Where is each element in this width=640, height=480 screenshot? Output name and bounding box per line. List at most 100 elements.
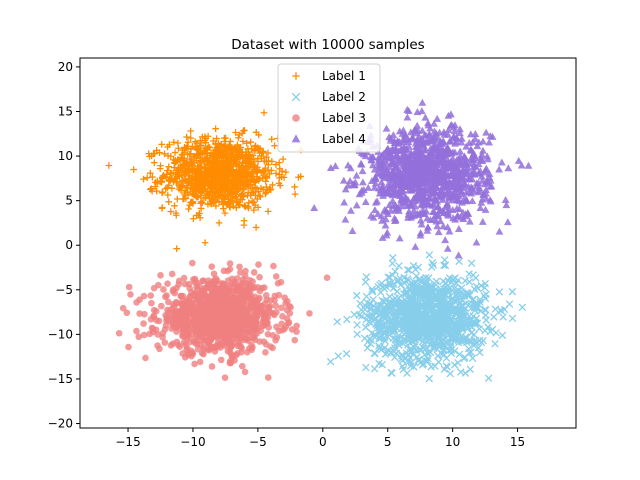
data-point [213,185,220,192]
series-1 [105,109,305,252]
data-point [395,262,403,270]
data-point [416,229,425,237]
data-point [252,178,259,185]
data-point [341,215,350,223]
data-point [447,305,455,313]
data-point [238,163,246,171]
data-point [293,322,300,330]
data-point [213,135,220,142]
data-point [196,210,203,217]
data-point [201,181,209,188]
data-point [455,350,464,359]
data-point [253,299,261,307]
data-point [454,251,463,259]
data-point [135,333,143,341]
data-point [157,178,164,185]
data-point [445,329,453,338]
data-point [215,164,223,172]
data-point [367,336,376,345]
data-point [251,293,259,301]
data-point [420,305,429,314]
data-point [501,196,510,204]
data-point [189,303,197,310]
data-point [266,170,273,178]
data-point [227,197,235,205]
data-point [443,244,452,252]
data-point [425,251,434,259]
data-point [491,340,499,348]
data-point [197,299,204,306]
data-point [259,186,267,193]
data-point [495,227,504,235]
data-point [358,167,367,175]
data-point [212,181,219,189]
data-point [184,167,191,175]
data-point [383,228,392,236]
legend-label: Label 4 [322,132,366,146]
data-point [174,169,182,176]
data-point [270,262,277,270]
data-point [252,318,260,325]
data-point [227,349,234,356]
data-point [382,124,391,132]
data-point [518,303,527,312]
data-point [232,193,240,200]
data-point [242,267,249,275]
data-point [179,178,186,186]
data-point [256,175,263,183]
data-point [386,303,395,311]
data-point [160,286,167,293]
data-point [443,288,452,296]
data-point [409,261,418,270]
data-point [207,336,214,343]
data-point [182,166,190,174]
data-point [157,271,164,279]
y-tick-label: −5 [55,283,73,297]
x-tick-label: −10 [180,435,205,449]
data-point [208,288,216,295]
data-point [375,323,383,332]
data-point [271,311,278,319]
data-point [255,261,262,268]
data-point [427,362,435,371]
data-point [173,328,180,335]
data-point [468,354,477,362]
data-point [394,331,403,340]
data-point [200,171,208,179]
data-point [411,242,420,250]
data-point [194,308,201,315]
data-point [376,281,384,289]
data-point [215,331,223,339]
data-point [247,181,254,189]
data-point [252,142,259,150]
data-point [229,294,237,301]
y-tick-label: 15 [58,104,73,118]
data-point [235,167,243,174]
data-point [183,133,190,141]
data-point [184,139,192,146]
data-point [262,190,269,198]
data-point [384,273,392,282]
data-point [264,208,272,215]
data-point [393,312,402,320]
data-point [398,350,406,359]
data-point [177,292,185,300]
data-point [287,304,294,311]
data-point [263,189,270,196]
data-point [272,336,279,344]
data-point [119,304,127,312]
data-point [403,275,412,283]
data-point [452,332,460,340]
data-point [348,226,357,234]
data-point [219,148,226,156]
data-point [200,194,208,202]
data-point [478,217,487,225]
data-point [210,270,218,278]
data-point [284,320,292,327]
data-point [158,205,166,212]
data-point [173,338,181,346]
legend-marker [292,114,300,122]
data-point [252,224,260,231]
data-point [227,331,234,338]
data-point [417,346,425,354]
